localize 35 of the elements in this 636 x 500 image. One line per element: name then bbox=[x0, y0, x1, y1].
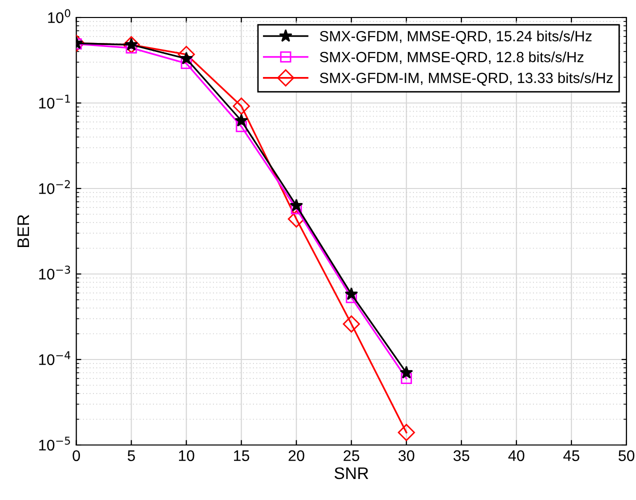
point bbox=[232, 98, 250, 115]
y-tick-label: 10$^{−4}$ bbox=[39, 351, 70, 366]
x-tick-label: 35 bbox=[454, 450, 470, 462]
point bbox=[234, 114, 248, 126]
legend-label: SMX-GFDM-IM, MMSE-QRD, 13.33 bits/s/Hz bbox=[320, 72, 613, 86]
x-tick-label: 20 bbox=[288, 450, 304, 462]
legend-label: SMX-GFDM, MMSE-QRD, 15.24 bits/s/Hz bbox=[320, 30, 592, 44]
y-tick-label: 10$^{−5}$ bbox=[39, 436, 70, 451]
y-tick-label: 10$^{−1}$ bbox=[39, 94, 70, 109]
legend-label: SMX-OFDM, MMSE-QRD, 12.8 bits/s/Hz bbox=[320, 52, 584, 65]
y-tick-label: 10$^{−2}$ bbox=[39, 180, 70, 194]
point bbox=[344, 287, 358, 300]
x-tick-label: 30 bbox=[398, 450, 414, 462]
point bbox=[400, 372, 412, 384]
x-tick-label: 45 bbox=[563, 450, 580, 462]
x-tick-label: 50 bbox=[618, 450, 634, 462]
point bbox=[290, 198, 304, 212]
point bbox=[342, 315, 360, 333]
x-tick-label: 25 bbox=[344, 450, 360, 462]
point bbox=[180, 58, 192, 70]
point bbox=[290, 203, 302, 214]
point bbox=[178, 46, 195, 63]
point bbox=[346, 292, 357, 304]
y-tick-label: 10$^{−3}$ bbox=[39, 266, 70, 280]
point bbox=[398, 424, 415, 442]
point bbox=[400, 366, 414, 378]
x-tick-label: 5 bbox=[128, 450, 135, 462]
y-tick-label: 10$^{0}$ bbox=[48, 9, 70, 24]
point bbox=[236, 121, 247, 132]
x-tick-label: 15 bbox=[234, 450, 250, 462]
x-axis-title: SNR bbox=[334, 467, 368, 480]
y-axis-title: BER bbox=[18, 214, 29, 248]
x-tick-label: 10 bbox=[179, 450, 194, 462]
x-tick-label: 40 bbox=[508, 450, 524, 462]
x-tick-label: 0 bbox=[72, 450, 80, 462]
